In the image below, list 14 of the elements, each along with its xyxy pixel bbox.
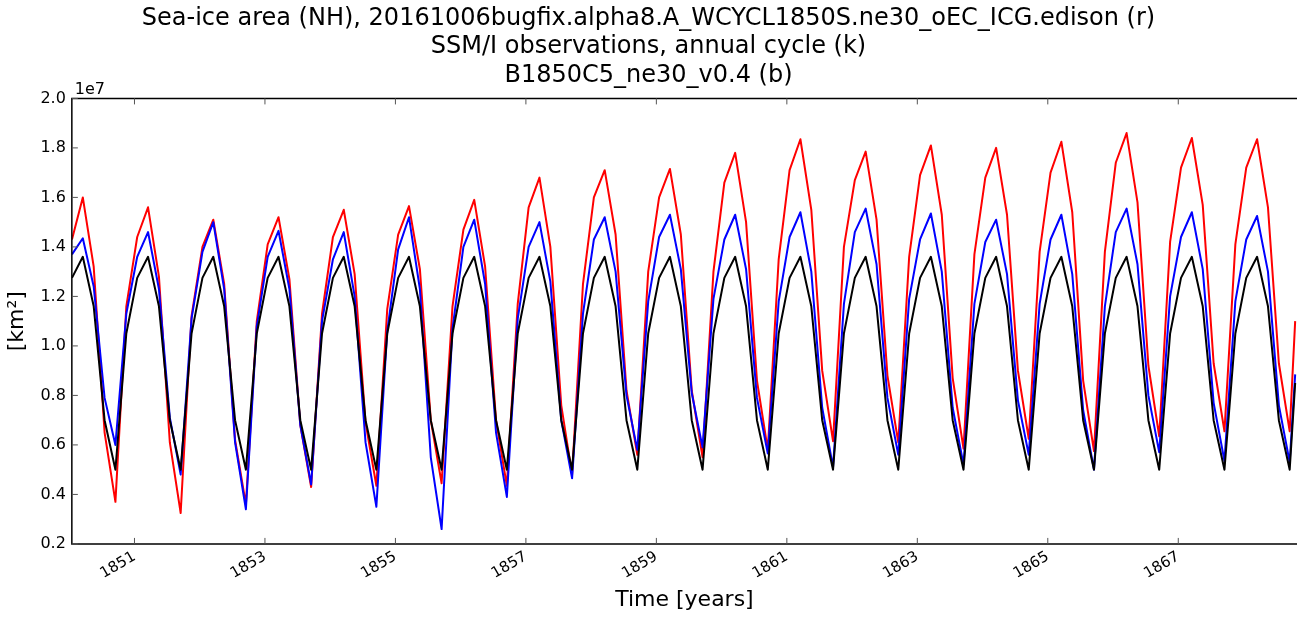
text: 1e7 <box>74 78 106 98</box>
y-tick-label: 0.4 <box>40 483 66 503</box>
y-axis-title: [km²] <box>2 291 28 352</box>
y-tick-label: 1.6 <box>40 186 66 206</box>
chart-title: Sea-ice area (NH), 20161006bugfix.alpha8.A_WCYCL1850S.ne30_oEC_ICG.edison (r) SSM/I observations, annual cycle (k) B1850C5_ne30_v0.4 (b) <box>141 2 1156 89</box>
y-tick-label: 0.8 <box>40 384 66 404</box>
y-tick-label: 2.0 <box>40 87 66 107</box>
y-tick-label: 1.4 <box>40 236 66 256</box>
y-tick-label: 1.0 <box>40 335 66 355</box>
x-axis-title: Time [years] <box>614 585 754 611</box>
y-tick-label: 1.2 <box>40 285 66 305</box>
y-tick-label: 0.2 <box>40 533 66 553</box>
y-tick-label: 0.6 <box>40 434 66 454</box>
y-tick-label: 1.8 <box>40 137 66 157</box>
